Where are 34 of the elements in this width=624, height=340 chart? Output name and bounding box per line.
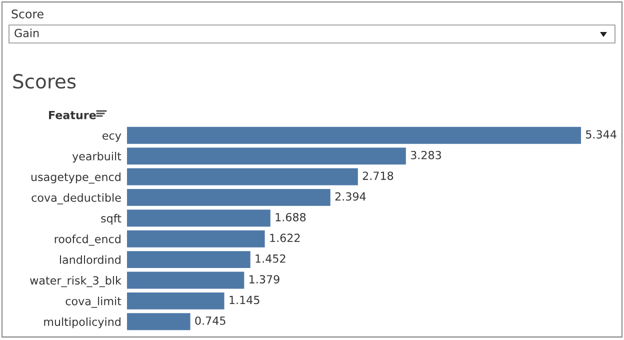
data-label: 5.344: [586, 130, 616, 139]
bar: [127, 230, 265, 248]
y-tick-label: water_risk_3_blk: [30, 276, 122, 288]
y-tick-label: cova_deductible: [32, 193, 121, 204]
y-axis-title: Feature: [49, 110, 96, 120]
bar: [127, 188, 330, 206]
data-label: 3.283: [410, 150, 441, 160]
data-label: 0.745: [195, 316, 226, 325]
data-label: 1.622: [270, 234, 300, 242]
text: Score: [12, 9, 44, 18]
bar: [127, 272, 244, 289]
y-tick-label: yearbuilt: [72, 152, 122, 163]
y-tick-label: ecy: [102, 133, 122, 142]
data-label: 1.452: [256, 254, 286, 263]
chart-title: Scores: [13, 74, 76, 89]
y-tick-label: sqft: [101, 214, 122, 225]
y-tick-label: usagetype_encd: [31, 172, 120, 184]
y-tick-label: landlordind: [60, 255, 120, 264]
bar: [127, 313, 190, 330]
y-tick-label: roofcd_encd: [54, 234, 120, 246]
bar: [127, 126, 581, 144]
data-label: 2.394: [335, 192, 366, 201]
bar: [127, 292, 224, 310]
bar: [127, 210, 270, 227]
text: Gain: [14, 28, 39, 38]
bar: [127, 168, 358, 186]
y-tick-label: multipolicyind: [44, 317, 120, 328]
y-tick-label: cova_limit: [66, 296, 122, 308]
data-label: 1.145: [230, 296, 260, 304]
bar: [127, 251, 250, 268]
data-label: 2.718: [362, 172, 394, 180]
data-label: 1.688: [276, 212, 306, 222]
bar: [127, 148, 406, 165]
data-label: 1.379: [250, 275, 280, 284]
